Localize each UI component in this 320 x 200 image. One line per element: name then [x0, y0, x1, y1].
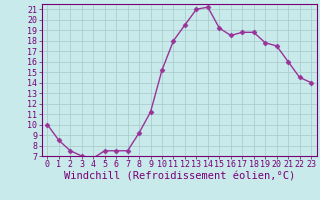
X-axis label: Windchill (Refroidissement éolien,°C): Windchill (Refroidissement éolien,°C)	[64, 172, 295, 182]
